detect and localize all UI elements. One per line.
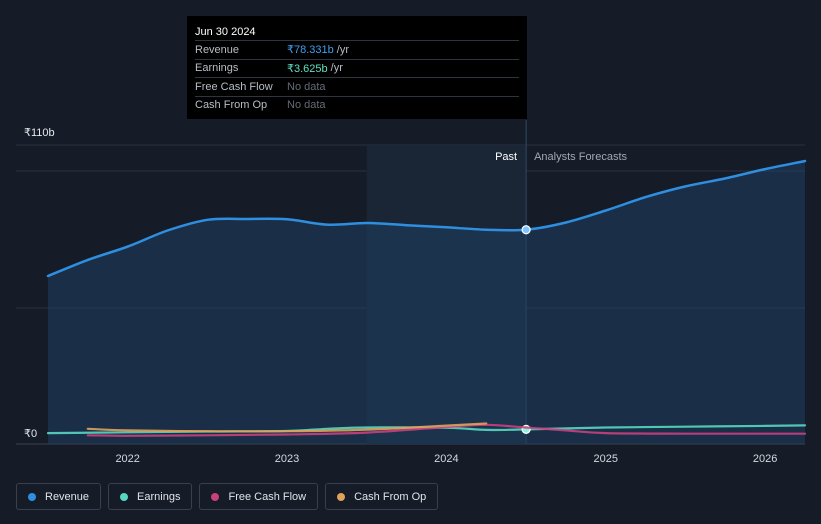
legend-dot-free-cash-flow xyxy=(211,492,220,501)
x-tick-label-2022: 2022 xyxy=(115,453,139,465)
axis-labels: ₹110b ₹0 2022 2023 2024 2025 2026 Past Analysts … xyxy=(24,127,777,465)
tooltip-row-revenue: Revenue ₹78.331b /yr xyxy=(195,40,519,59)
past-label: Past xyxy=(495,151,517,163)
tooltip-revenue-label: Revenue xyxy=(195,43,240,56)
tooltip-row-cash-from-op: Cash From Op No data xyxy=(195,95,519,115)
tooltip-earnings-unit: /yr xyxy=(330,62,343,75)
cash-from-op-line xyxy=(86,422,488,433)
tooltip-fcf-label: Free Cash Flow xyxy=(195,80,273,93)
x-tick-label-2025: 2025 xyxy=(594,453,618,465)
x-tick-label-2026: 2026 xyxy=(753,453,777,465)
x-tick-label-2023: 2023 xyxy=(275,453,299,465)
revenue-area xyxy=(48,161,805,444)
tooltip-row-free-cash-flow: Free Cash Flow No data xyxy=(195,77,519,96)
x-tick-label-2024: 2024 xyxy=(434,453,458,465)
forecast-label: Analysts Forecasts xyxy=(534,151,627,163)
legend-item-earnings[interactable]: Earnings xyxy=(108,483,193,510)
tooltip-row-earnings: Earnings ₹3.625b /yr xyxy=(195,58,519,78)
revenue-area-fill xyxy=(48,161,805,444)
legend-dot-cash-from-op xyxy=(337,492,346,501)
tooltip-fcf-value: No data xyxy=(287,80,326,93)
y-axis-top-label: ₹110b xyxy=(24,127,55,139)
revenue-marker xyxy=(521,225,531,235)
tooltip-revenue-unit: /yr xyxy=(336,43,349,56)
y-axis-bottom-label: ₹0 xyxy=(24,428,37,440)
legend-label-free-cash-flow: Free Cash Flow xyxy=(228,490,307,503)
legend-label-earnings: Earnings xyxy=(137,490,181,503)
revenue-line xyxy=(46,159,807,278)
legend-item-revenue[interactable]: Revenue xyxy=(16,483,102,510)
legend-item-free-cash-flow[interactable]: Free Cash Flow xyxy=(199,483,319,510)
tooltip-earnings-value: ₹3.625b xyxy=(287,62,328,75)
tooltip-date: Jun 30 2024 xyxy=(195,26,256,38)
free-cash-flow-line xyxy=(86,423,807,437)
chart-legend: Revenue Earnings Free Cash Flow Cash Fro… xyxy=(16,483,439,512)
legend-dot-earnings xyxy=(120,492,129,501)
legend-dot-revenue xyxy=(28,492,36,501)
tooltip-revenue-value: ₹78.331b xyxy=(287,44,334,57)
tooltip-cfo-label: Cash From Op xyxy=(195,99,268,112)
legend-label-revenue: Revenue xyxy=(45,490,90,503)
tooltip-cfo-value: No data xyxy=(287,99,326,112)
tooltip-earnings-label: Earnings xyxy=(195,62,239,75)
series-lines xyxy=(46,159,807,437)
legend-item-cash-from-op[interactable]: Cash From Op xyxy=(325,483,439,510)
data-tooltip: Jun 30 2024 Revenue ₹78.331b /yr Earning… xyxy=(187,16,527,119)
legend-label-cash-from-op: Cash From Op xyxy=(354,490,427,503)
